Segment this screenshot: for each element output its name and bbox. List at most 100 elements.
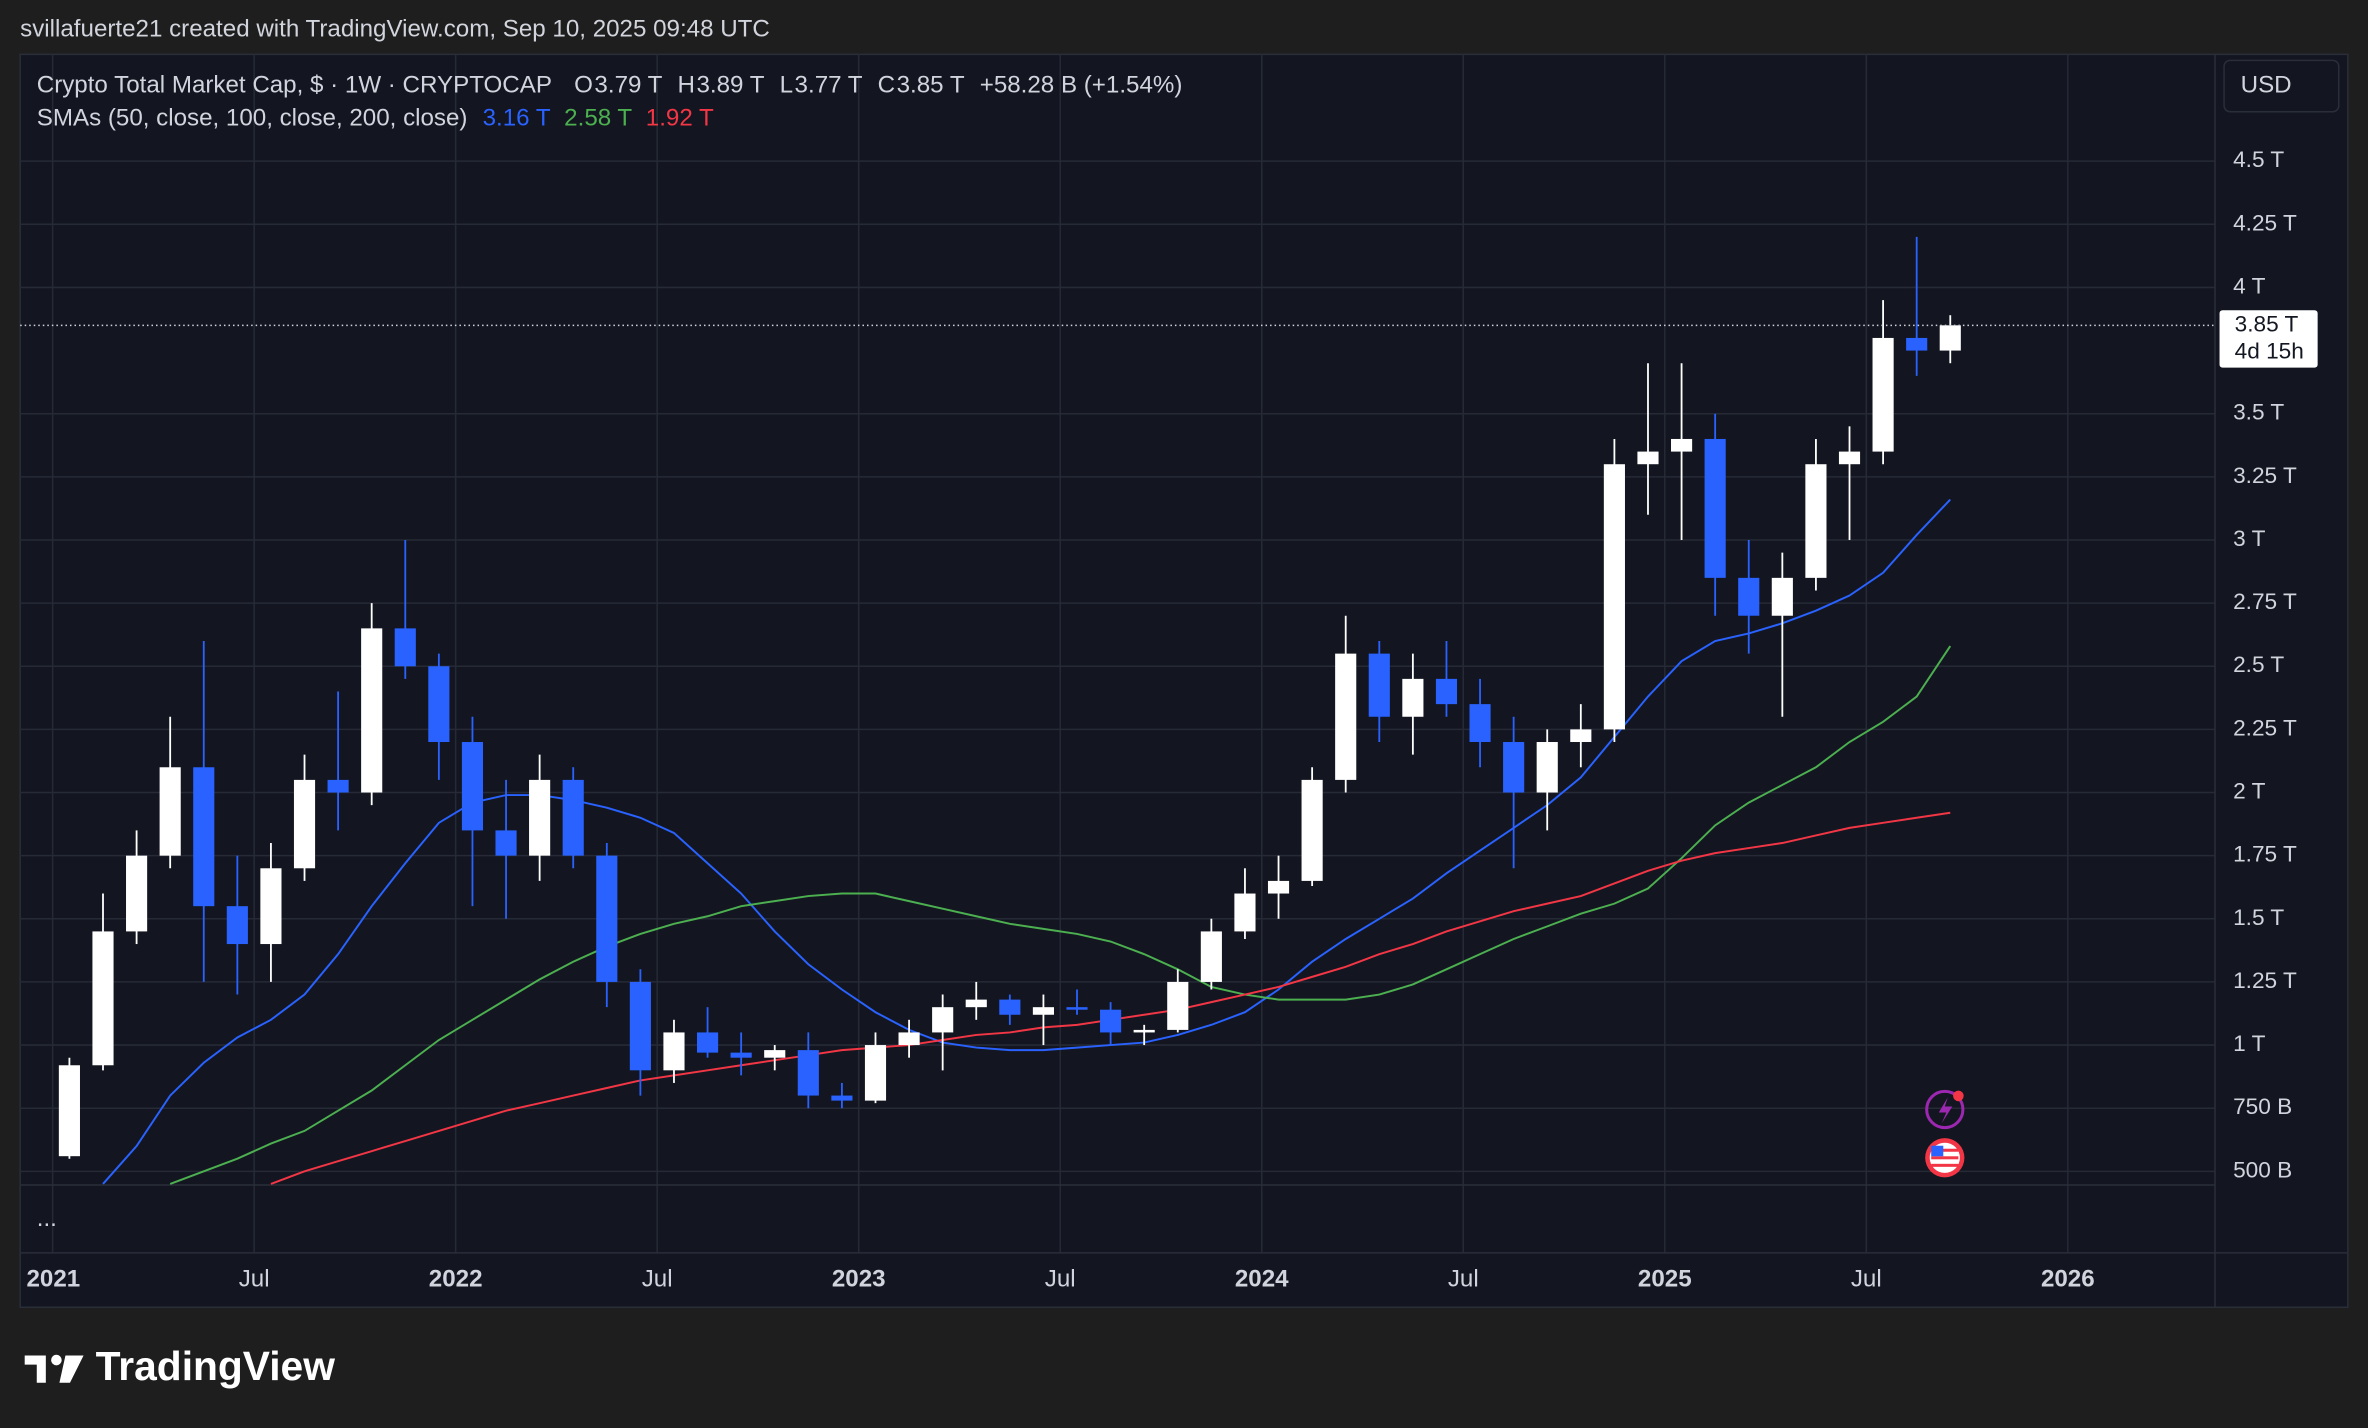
candle-body (562, 779, 584, 856)
candle-body (999, 999, 1021, 1015)
candle-body (764, 1050, 786, 1058)
candle-body (1133, 1029, 1155, 1033)
change: +58.28 B (+1.54%) (980, 71, 1183, 98)
y-tick-label: 4.5 T (2233, 147, 2284, 172)
candle-body (92, 931, 114, 1066)
us-flag-icon[interactable] (1925, 1138, 1965, 1178)
candle-body (1637, 451, 1659, 465)
candle-body (260, 868, 282, 945)
x-tick-label: 2023 (832, 1265, 886, 1292)
sma-value: 1.92 T (646, 105, 714, 132)
candle-body (193, 767, 215, 907)
y-tick-label: 2.5 T (2233, 652, 2284, 677)
indicator-label: SMAs (50, close, 100, close, 200, close) (37, 105, 468, 132)
candle-body (965, 999, 987, 1008)
sma-value: 2.58 T (564, 105, 632, 132)
currency[interactable]: USD (2241, 71, 2292, 98)
x-tick-label: 2026 (2041, 1265, 2095, 1292)
candle-body (1603, 464, 1625, 730)
candle-body (730, 1052, 752, 1058)
sma-line (169, 645, 1952, 1185)
candle-body (1872, 337, 1894, 452)
candle-body (495, 830, 517, 856)
more[interactable]: ... (37, 1205, 57, 1232)
y-tick-label: 500 B (2233, 1157, 2292, 1182)
credit: svillafuerte21 created with TradingView.… (20, 16, 770, 43)
currency-button[interactable] (2223, 59, 2340, 113)
candle-body (361, 628, 383, 793)
candle-body (663, 1032, 685, 1071)
ohlc-value: 3.77 T (795, 71, 863, 98)
candle-body (1838, 451, 1861, 465)
candle-body (1503, 742, 1525, 793)
candle-body (797, 1050, 819, 1096)
x-tick-label: 2022 (429, 1265, 483, 1292)
candle-body (1335, 653, 1357, 780)
x-tick-label: Jul (239, 1265, 270, 1292)
candle-body (596, 855, 618, 982)
ohlc-value: 3.89 T (697, 71, 765, 98)
candle-body (932, 1007, 954, 1033)
candle-body (529, 779, 551, 856)
candle-body (1301, 779, 1323, 881)
y-tick-label: 1.75 T (2233, 842, 2297, 867)
last-price-label: 3.85 T (2235, 311, 2299, 336)
grid (20, 54, 2215, 1253)
candle-body (1704, 438, 1726, 578)
candle-body (629, 981, 651, 1071)
candle-body (1570, 729, 1592, 743)
x-tick-label: Jul (642, 1265, 673, 1292)
candle-body (1066, 1007, 1088, 1010)
candle-body (831, 1095, 853, 1101)
candle-body (1906, 337, 1928, 351)
plot (58, 236, 1961, 1185)
candle-body (1805, 464, 1827, 578)
sma-line (102, 498, 1951, 1185)
candle-body (1671, 438, 1693, 452)
x-tick-label: 2025 (1638, 1265, 1692, 1292)
ohlc-key: H (678, 71, 695, 98)
candle-body (1234, 893, 1256, 932)
candle-body (159, 767, 181, 856)
countdown: 4d 15h (2235, 338, 2304, 363)
candle-body (1032, 1007, 1054, 1015)
candle-body (1469, 704, 1491, 743)
y-tick-label: 2.25 T (2233, 715, 2297, 740)
y-tick-label: 2 T (2233, 779, 2265, 804)
y-tick-label: 3.25 T (2233, 463, 2297, 488)
candle-body (58, 1065, 80, 1157)
candle-body (394, 628, 416, 667)
candle-body (1402, 678, 1424, 717)
ohlc-key: O (574, 71, 593, 98)
candle-body (293, 779, 316, 869)
candle-body (461, 742, 484, 831)
y-tick-label: 1.5 T (2233, 905, 2284, 930)
x-tick-label: 2021 (27, 1265, 81, 1292)
alert-icon[interactable] (1925, 1089, 1965, 1130)
last-price-box (2219, 310, 2318, 368)
candle-body (1267, 880, 1290, 894)
candle-body (1167, 981, 1189, 1030)
candle-body (864, 1045, 887, 1101)
candle-body (1738, 577, 1760, 616)
y-tick-label: 750 B (2233, 1094, 2292, 1119)
ohlc-value: 3.79 T (594, 71, 662, 98)
candle-body (1435, 678, 1458, 705)
candle-body (1771, 577, 1793, 616)
candle-body (1939, 325, 1961, 351)
y-tick-label: 4 T (2233, 273, 2265, 298)
candle-body (898, 1032, 920, 1046)
ohlc-value: 3.85 T (897, 71, 965, 98)
y-tick-label: 4.25 T (2233, 210, 2297, 235)
y-tick-label: 3 T (2233, 526, 2265, 551)
ohlc-key: C (878, 71, 895, 98)
x-tick-label: 2024 (1235, 1265, 1289, 1292)
candle-body (126, 855, 148, 932)
candle-body (1100, 1009, 1122, 1033)
brand: TradingView (96, 1343, 336, 1389)
x-tick-label: Jul (1448, 1265, 1479, 1292)
brand-logo (24, 1354, 84, 1383)
ohlc-key: L (780, 71, 793, 98)
